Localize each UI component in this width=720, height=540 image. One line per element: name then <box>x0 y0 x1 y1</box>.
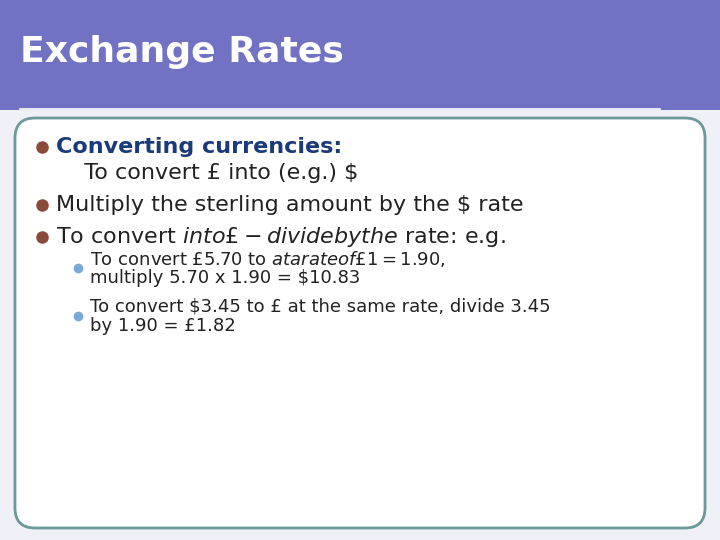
FancyBboxPatch shape <box>0 0 720 110</box>
Text: Exchange Rates: Exchange Rates <box>20 35 344 69</box>
Text: To convert £ into (e.g.) $: To convert £ into (e.g.) $ <box>70 163 359 183</box>
Text: To convert £5.70 to $ at a rate of £1 = $1.90,: To convert £5.70 to $ at a rate of £1 = … <box>90 249 446 269</box>
Text: multiply 5.70 x 1.90 = $10.83: multiply 5.70 x 1.90 = $10.83 <box>90 269 361 287</box>
Text: Converting currencies:: Converting currencies: <box>56 137 342 157</box>
Text: To convert $ into £ - divide by the $ rate: e.g.: To convert $ into £ - divide by the $ ra… <box>56 225 505 249</box>
FancyBboxPatch shape <box>15 118 705 528</box>
Text: by 1.90 = £1.82: by 1.90 = £1.82 <box>90 317 235 335</box>
Text: Multiply the sterling amount by the $ rate: Multiply the sterling amount by the $ ra… <box>56 195 523 215</box>
Text: To convert $3.45 to £ at the same rate, divide 3.45: To convert $3.45 to £ at the same rate, … <box>90 298 551 316</box>
